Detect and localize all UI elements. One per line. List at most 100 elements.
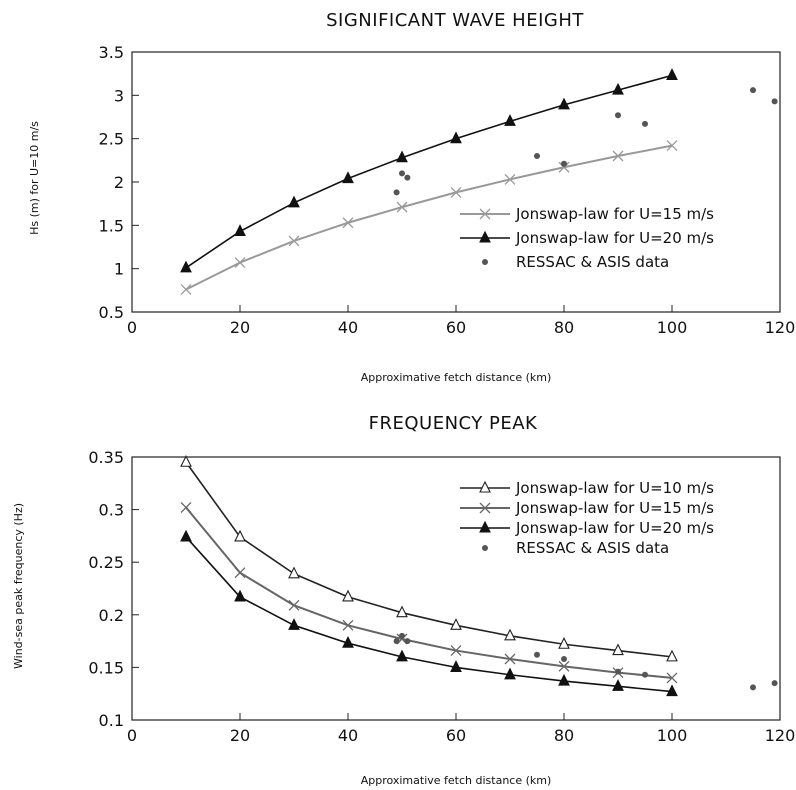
data-point <box>288 235 300 247</box>
data-point <box>396 150 408 163</box>
series-marks <box>180 455 778 697</box>
data-point <box>615 112 621 119</box>
x-tick-label: 20 <box>230 318 250 337</box>
x-tick-label: 60 <box>446 726 466 745</box>
series-line <box>185 74 673 269</box>
y-tick-label: 0.35 <box>88 448 124 467</box>
data-point <box>558 161 570 173</box>
data-point <box>288 195 300 208</box>
data-point <box>396 201 408 213</box>
data-point <box>450 645 462 657</box>
data-point <box>450 131 462 144</box>
data-point <box>504 653 516 665</box>
legend-marker <box>479 520 491 533</box>
series-2 <box>180 529 678 697</box>
data-point <box>561 655 567 662</box>
data-point <box>558 660 570 672</box>
chart-title: FREQUENCY PEAK <box>369 413 538 434</box>
y-tick-label: 0.5 <box>99 303 124 322</box>
data-point <box>288 599 300 611</box>
data-point <box>504 667 516 680</box>
y-tick-label: 3 <box>114 86 124 105</box>
axis-ticks: 0 20 40 60 80 100 120 0.5 1 1.5 2 2.5 3 3.5 <box>99 43 796 337</box>
data-point <box>642 120 648 127</box>
legend-label: RESSAC & ASIS data <box>516 539 669 557</box>
series-marks <box>180 68 778 295</box>
data-point <box>612 679 624 691</box>
data-point <box>234 529 246 542</box>
data-point <box>180 284 192 295</box>
data-point <box>393 638 400 645</box>
legend-marker <box>479 230 491 243</box>
series-0 <box>180 455 678 662</box>
legend-entry: RESSAC & ASIS data <box>482 253 669 271</box>
data-point <box>558 673 570 686</box>
x-axis-label: Approximative fetch distance (km) <box>361 774 552 787</box>
data-point <box>450 660 462 672</box>
data-point <box>771 680 778 687</box>
y-tick-label: 0.15 <box>88 658 124 677</box>
data-point <box>393 189 400 196</box>
x-tick-label: 120 <box>765 726 796 745</box>
data-point <box>404 638 411 645</box>
axis-ticks: 0 20 40 60 80 100 120 0.1 0.15 0.2 0.25 0.3 0.35 <box>88 448 795 745</box>
x-axis-label: Approximative fetch distance (km) <box>361 371 552 384</box>
data-point <box>612 150 624 162</box>
y-tick-label: 0.2 <box>99 606 124 625</box>
legend-label: Jonswap-law for U=20 m/s <box>515 519 714 537</box>
plot-frame <box>131 51 781 313</box>
chart-frequency-peak: FREQUENCY PEAK Wind-sea peak frequency (… <box>12 413 795 787</box>
legend-entry: Jonswap-law for U=20 m/s <box>460 229 714 247</box>
data-point <box>342 619 354 631</box>
y-tick-label: 1.5 <box>99 216 124 235</box>
legend-entry: Jonswap-law for U=15 m/s <box>460 499 714 517</box>
data-point <box>399 632 405 639</box>
data-point <box>396 605 408 618</box>
data-point <box>234 224 246 236</box>
legend: Jonswap-law for U=10 m/s Jonswap-law for … <box>460 479 714 557</box>
legend-marker <box>482 259 488 265</box>
series-2 <box>393 87 778 196</box>
legend-label: Jonswap-law for U=15 m/s <box>515 499 714 517</box>
data-point <box>342 217 354 229</box>
legend-marker <box>479 502 491 514</box>
legend-label: Jonswap-law for U=20 m/s <box>515 229 714 247</box>
data-point <box>612 643 624 656</box>
legend-label: RESSAC & ASIS data <box>516 253 669 271</box>
data-point <box>615 668 621 675</box>
x-tick-label: 80 <box>554 726 574 745</box>
data-point <box>666 649 678 662</box>
data-point <box>504 628 516 641</box>
x-tick-label: 40 <box>338 726 358 745</box>
data-point <box>504 173 516 185</box>
legend-entry: RESSAC & ASIS data <box>482 539 669 557</box>
data-point <box>504 114 516 126</box>
data-point <box>180 455 192 467</box>
y-tick-label: 3.5 <box>99 43 124 62</box>
data-point <box>612 82 624 95</box>
data-point <box>534 153 540 159</box>
legend-label: Jonswap-law for U=10 m/s <box>515 479 714 497</box>
series-line <box>185 506 673 679</box>
x-tick-label: 120 <box>765 318 796 337</box>
y-tick-label: 1 <box>114 260 124 279</box>
data-point <box>180 260 192 273</box>
legend-entry: Jonswap-law for U=10 m/s <box>460 479 714 497</box>
legend-marker <box>479 480 491 493</box>
data-point <box>642 671 648 678</box>
legend-entry: Jonswap-law for U=20 m/s <box>460 519 714 537</box>
data-point <box>666 684 678 697</box>
data-point <box>234 567 246 579</box>
data-point <box>342 589 354 602</box>
legend-label: Jonswap-law for U=15 m/s <box>515 205 714 223</box>
data-point <box>404 174 411 181</box>
x-tick-label: 100 <box>657 318 688 337</box>
data-point <box>450 186 462 198</box>
data-point <box>750 87 756 94</box>
x-tick-label: 40 <box>338 318 358 337</box>
data-point <box>288 566 300 579</box>
legend-marker <box>479 208 491 220</box>
data-point <box>558 97 570 110</box>
data-point <box>534 651 540 658</box>
